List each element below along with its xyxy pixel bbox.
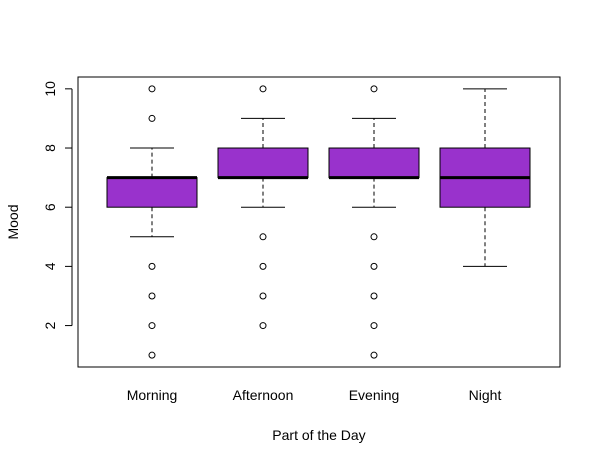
x-tick-label: Morning — [127, 387, 178, 403]
outlier-point — [148, 322, 156, 330]
y-tick-label: 2 — [42, 321, 58, 329]
y-tick-label: 10 — [42, 81, 58, 97]
box-night — [439, 88, 531, 267]
outlier-point — [148, 262, 156, 270]
outlier-point — [370, 233, 378, 241]
outlier-point — [259, 292, 267, 300]
outlier-point — [370, 351, 378, 359]
x-tick-label: Night — [469, 387, 502, 403]
y-tick-label: 8 — [42, 144, 58, 152]
y-axis-title: Mood — [5, 204, 21, 239]
outlier-point — [148, 292, 156, 300]
x-axis-title: Part of the Day — [272, 427, 365, 443]
y-tick-label: 6 — [42, 203, 58, 211]
box-evening — [328, 85, 420, 359]
y-tick-label: 4 — [42, 262, 58, 270]
outlier-point — [370, 292, 378, 300]
y-axis: 2 4 6 8 10 — [42, 81, 73, 329]
boxes-layer — [106, 85, 531, 359]
outlier-point — [259, 85, 267, 93]
outlier-point — [259, 233, 267, 241]
x-axis: Morning Afternoon Evening Night — [127, 387, 502, 403]
outlier-point — [259, 322, 267, 330]
outlier-point — [148, 351, 156, 359]
box-afternoon — [217, 85, 309, 330]
box-body — [106, 177, 198, 208]
outlier-point — [148, 114, 156, 122]
outlier-point — [259, 262, 267, 270]
box-body — [217, 147, 309, 179]
outlier-point — [370, 322, 378, 330]
plot-frame — [77, 76, 561, 368]
outlier-point — [148, 85, 156, 93]
outlier-point — [370, 262, 378, 270]
box-morning — [106, 85, 198, 359]
box-body — [328, 147, 420, 179]
x-tick-label: Evening — [349, 387, 400, 403]
outlier-point — [370, 85, 378, 93]
x-tick-label: Afternoon — [233, 387, 294, 403]
